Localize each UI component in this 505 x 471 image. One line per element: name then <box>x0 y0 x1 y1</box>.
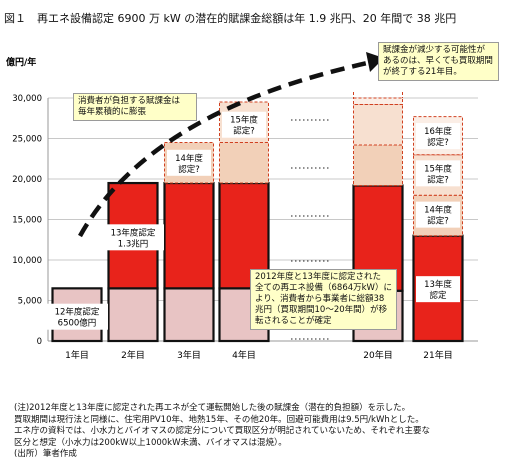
y-tick-label: 25,000 <box>12 135 42 145</box>
bar-segment <box>353 144 403 186</box>
bar-segment <box>219 142 269 184</box>
callout-line: 毎年累積的に膨張 <box>78 107 147 117</box>
bar-label-bg <box>102 224 164 251</box>
x-tick-label: 21年目 <box>423 349 452 361</box>
callout-line: 2012年度と13年度に認定された <box>255 272 381 282</box>
bar-label: 16年度 <box>424 126 452 137</box>
bar-segment <box>163 287 215 343</box>
callout-line: 消費者が負担する賦課金は <box>78 96 181 106</box>
bar-label: 13年度 <box>424 279 452 290</box>
bar-label: 認定? <box>427 216 449 227</box>
x-tick-label: 4年目 <box>232 349 256 361</box>
x-tick-label: 20年目 <box>363 349 392 361</box>
x-tick-label: 2年目 <box>121 349 145 361</box>
y-tick-label: 30,000 <box>12 94 42 104</box>
bar-label: 認定? <box>427 137 449 148</box>
y-tick-label: 20,000 <box>12 175 42 185</box>
callout-line: より、消費者から事業者に総額38 <box>255 294 385 304</box>
bar-segment <box>107 287 159 343</box>
callout-consumer-burden: 消費者が負担する賦課金は 毎年累積的に膨張 <box>73 93 197 121</box>
x-tick-label: 1年目 <box>65 349 89 361</box>
callout-line: 転されることが確定 <box>255 316 332 326</box>
bar-label: 認定? <box>233 126 255 137</box>
bar-label: 認定? <box>178 164 200 175</box>
bar-label: 15年度 <box>230 115 258 126</box>
bar-label-bg <box>416 160 460 187</box>
bar-label: 14年度 <box>175 153 203 164</box>
bar-label-bg <box>416 201 460 228</box>
y-tick-label: 5,000 <box>18 297 42 307</box>
callout-line: 全ての再エネ設備（6864万kW）に <box>255 283 392 293</box>
bar-label: 12年度認定 <box>55 307 100 318</box>
bar-label: 14年度 <box>424 205 452 216</box>
footnote-source: (出所）筆者作成 <box>14 449 77 459</box>
bar-label: 認定 <box>429 290 447 301</box>
callout-reduction-timing: 賦課金が減少する可能性が あるのは、早くても買取期間 が終了する21年目。 <box>378 42 499 81</box>
callout-line: 賦課金が減少する可能性が <box>383 45 486 55</box>
footnote-line: (注)2012年度と13年度に認定された再エネが全て運転開始した後の賦課金（潜在… <box>14 403 411 413</box>
bar-label: 13年度認定 <box>111 227 156 238</box>
footnote-line: エネ庁の資料では、小水力とバイオマスの認定分について買取区分が明記されていないた… <box>14 426 430 436</box>
callout-line: が終了する21年目。 <box>383 67 462 77</box>
y-tick-label: 10,000 <box>12 256 42 266</box>
callout-line: 兆円（買取期間10～20年間）が移 <box>255 305 388 315</box>
bar-segment <box>353 97 403 105</box>
bar-label: 認定? <box>427 174 449 185</box>
x-tick-label: 3年目 <box>177 349 201 361</box>
footnote-line: 買取期間は現行法と同様に、住宅用PV10年、地熱15年、その他20年。回避可能費… <box>14 414 424 425</box>
figure-title: 図１ 再エネ設備認定 6900 万 kW の潜在的賦課金総額は年 1.9 兆円、… <box>4 12 457 25</box>
bar-label-bg <box>167 149 211 176</box>
bar-segment <box>163 181 215 290</box>
y-tick-label: 0 <box>37 337 42 347</box>
callout-transfer-total: 2012年度と13年度に認定された 全ての再エネ設備（6864万kW）に より、消費… <box>250 269 397 330</box>
y-axis-label: 億円/年 <box>6 56 36 68</box>
bar-label-bg <box>46 303 108 330</box>
footnote-line: 区分と想定（小水力は200kW以上1000kW未満、バイオマスは混焼）。 <box>14 437 287 448</box>
bar-label: 1.3兆円 <box>118 238 149 249</box>
bar-label-bg <box>416 123 460 150</box>
y-tick-label: 15,000 <box>12 216 42 226</box>
bar-segment <box>353 103 403 146</box>
callout-line: あるのは、早くても買取期間 <box>383 56 493 66</box>
bar-label: 15年度 <box>424 163 452 174</box>
bar-label-bg <box>416 276 460 303</box>
growth-arrow <box>78 59 373 238</box>
bar-label-bg <box>222 111 266 138</box>
bar-label: 6500億円 <box>58 318 97 329</box>
footnotes: (注)2012年度と13年度に認定された再エネが全て運転開始した後の賦課金（潜在… <box>14 403 499 461</box>
